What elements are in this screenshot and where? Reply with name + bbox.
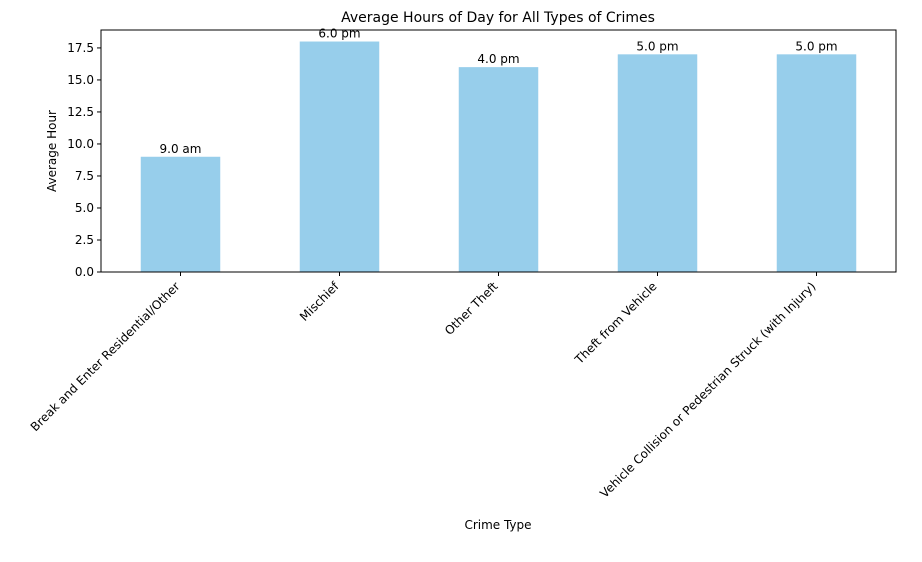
data-label: 6.0 pm [318, 27, 360, 41]
y-tick-label: 12.5 [67, 105, 94, 119]
bar [776, 54, 857, 273]
data-label: 5.0 pm [795, 39, 837, 53]
bar [617, 54, 698, 273]
y-axis: 0.0 2.5 5.0 7.5 10.0 12.5 15.0 17.5 [67, 41, 101, 279]
data-label: 4.0 pm [477, 52, 519, 66]
bar [458, 67, 539, 272]
y-tick-label: 2.5 [75, 233, 94, 247]
bar [299, 41, 380, 273]
y-tick-label: 7.5 [75, 169, 94, 183]
y-tick-label: 17.5 [67, 41, 94, 55]
data-label: 5.0 pm [636, 39, 678, 53]
bar [140, 156, 221, 272]
data-labels: 9.0 am 6.0 pm 4.0 pm 5.0 pm 5.0 pm [160, 27, 838, 156]
y-tick-label: 0.0 [75, 265, 94, 279]
bars [140, 41, 857, 273]
y-axis-title: Average Hour [45, 110, 59, 192]
y-tick-label: 5.0 [75, 201, 94, 215]
x-axis-title: Crime Type [464, 518, 531, 532]
y-tick-label: 15.0 [67, 73, 94, 87]
plot-frame [100, 29, 897, 273]
chart-title: Average Hours of Day for All Types of Cr… [341, 10, 655, 26]
y-tick-label: 10.0 [67, 137, 94, 151]
data-label: 9.0 am [160, 142, 202, 156]
